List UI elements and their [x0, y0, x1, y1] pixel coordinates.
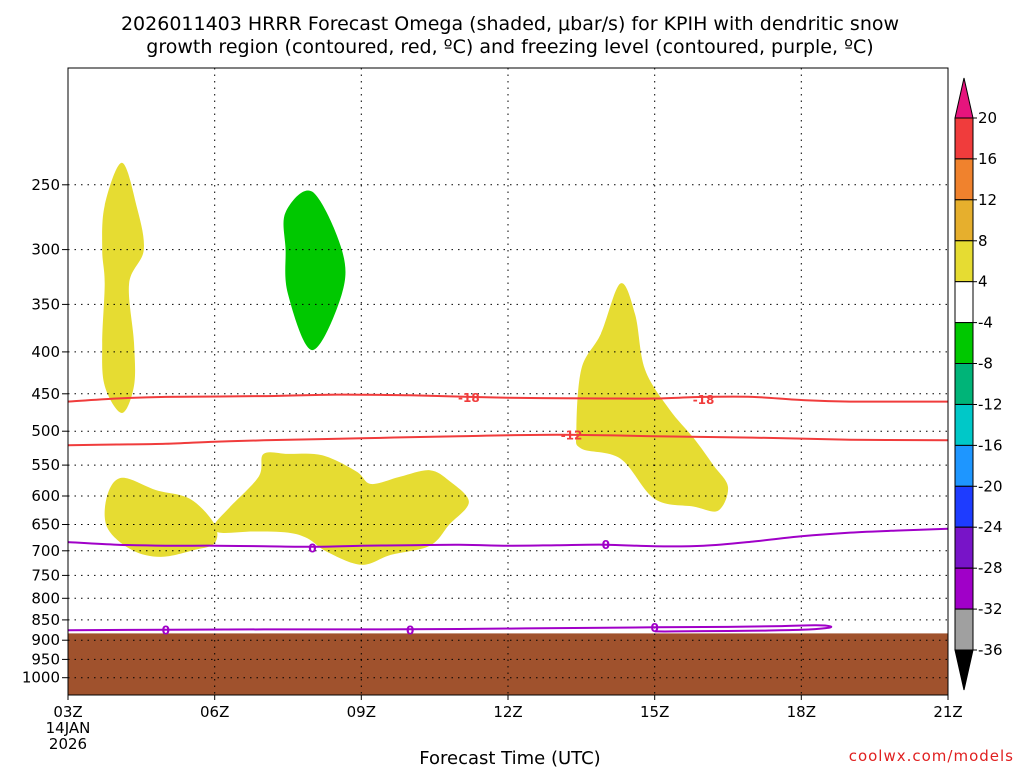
credit-link[interactable]: coolwx.com/models	[849, 747, 1014, 765]
colorbar-label-12: -28	[978, 559, 1003, 577]
y-tick-label-450: 450	[31, 385, 60, 403]
y-tick-label-950: 950	[31, 650, 60, 668]
y-tick-label-350: 350	[31, 295, 60, 313]
y-tick-label-500: 500	[31, 422, 60, 440]
colorbar-label-10: -20	[978, 477, 1003, 495]
omega-shaded-regions	[102, 162, 729, 565]
colorbar-label-4: 8	[978, 232, 988, 250]
y-tick-label-600: 600	[31, 487, 60, 505]
x-tick-label-18Z: 18Z	[787, 703, 816, 721]
colorbar-label-7: -8	[978, 355, 993, 373]
omega-colorbar: 20 16 12 8 4 -4 -8 -12 -16 -20 -24 -28 -32 -36	[954, 77, 1003, 691]
contour-4	[67, 624, 833, 633]
colorbar-bin-3	[954, 199, 974, 242]
colorbar-bin-2	[954, 158, 974, 201]
omega-region-4	[104, 477, 218, 557]
contour-3	[67, 527, 949, 548]
temperature-contours: -18 -18 -12 0 0 0 0 0	[67, 391, 949, 638]
colorbar-label-13: -32	[978, 600, 1003, 618]
colorbar-bin-10	[954, 485, 974, 528]
contour-label-4-1: 0	[162, 624, 170, 638]
contour-label-3-2: 0	[602, 538, 610, 552]
contour-2	[67, 433, 949, 447]
colorbar-bin-8	[954, 404, 974, 446]
x-tick-label-15Z: 15Z	[640, 703, 669, 721]
x-tick-label-21Z: 21Z	[933, 703, 962, 721]
colorbar-label-5: 4	[978, 273, 988, 291]
x-tick-label-09Z: 09Z	[347, 703, 376, 721]
colorbar-bin-4	[954, 240, 974, 283]
colorbar-label-8: -12	[978, 396, 1003, 414]
contour-label-4-2: 0	[406, 623, 414, 637]
y-tick-label-700: 700	[31, 542, 60, 560]
y-tick-label-850: 850	[31, 611, 60, 629]
colorbar-label-14: -36	[978, 641, 1003, 659]
omega-region-5	[213, 452, 469, 565]
colorbar-label-11: -24	[978, 518, 1003, 536]
colorbar-bin-9	[954, 444, 974, 487]
omega-region-2	[283, 190, 346, 351]
y-tick-label-400: 400	[31, 343, 60, 361]
colorbar-bin-7	[954, 363, 974, 405]
colorbar-label-1: 20	[978, 109, 997, 127]
y-tick-label-550: 550	[31, 456, 60, 474]
x-tick-year: 2026	[49, 735, 87, 753]
contour-label-1-1: -18	[458, 391, 480, 405]
contour-label-3-1: 0	[308, 541, 316, 555]
terrain-fill	[68, 633, 948, 695]
chart-title-line1: 2026011403 HRRR Forecast Omega (shaded, …	[121, 13, 899, 35]
omega-region-3	[576, 283, 729, 512]
colorbar-bin-13	[954, 608, 974, 651]
colorbar-bin-11	[954, 526, 974, 569]
colorbar-top-arrow	[954, 77, 974, 119]
x-axis-label: Forecast Time (UTC)	[419, 748, 600, 768]
colorbar-label-2: 16	[978, 150, 997, 168]
x-tick-label-12Z: 12Z	[493, 703, 522, 721]
contour-label-4-3: 0	[650, 621, 658, 635]
y-tick-label-900: 900	[31, 631, 60, 649]
chart-title-line2: growth region (contoured, red, ºC) and f…	[146, 36, 873, 58]
plot-area: -18 -18 -12 0 0 0 0 0	[67, 67, 949, 696]
contour-1	[67, 393, 949, 403]
contour-label-2-1: -12	[561, 428, 583, 442]
colorbar-label-3: 12	[978, 191, 997, 209]
colorbar-bin-12	[954, 567, 974, 610]
colorbar-bin-1	[954, 117, 974, 160]
y-tick-label-650: 650	[31, 516, 60, 534]
colorbar-label-6: -4	[978, 314, 993, 332]
y-tick-label-1000: 1000	[22, 669, 60, 687]
colorbar-bin-6	[954, 322, 974, 365]
y-tick-label-800: 800	[31, 589, 60, 607]
grid-lines	[68, 68, 948, 695]
y-tick-label-300: 300	[31, 241, 60, 259]
colorbar-bin-5	[954, 281, 974, 324]
x-tick-label-06Z: 06Z	[200, 703, 229, 721]
x-tick-label-03Z: 03Z	[53, 703, 82, 721]
y-tick-label-750: 750	[31, 566, 60, 584]
contour-label-1-2: -18	[693, 393, 715, 407]
y-tick-label-250: 250	[31, 176, 60, 194]
colorbar-label-9: -16	[978, 436, 1003, 454]
omega-region-1	[102, 162, 144, 413]
x-tick-date: 14JAN	[46, 719, 91, 737]
colorbar-bottom-arrow	[954, 649, 974, 691]
y-axis-ticks: 250 300 350 400 450 500 550 600 650 700 750 800 850 9…	[22, 176, 68, 687]
